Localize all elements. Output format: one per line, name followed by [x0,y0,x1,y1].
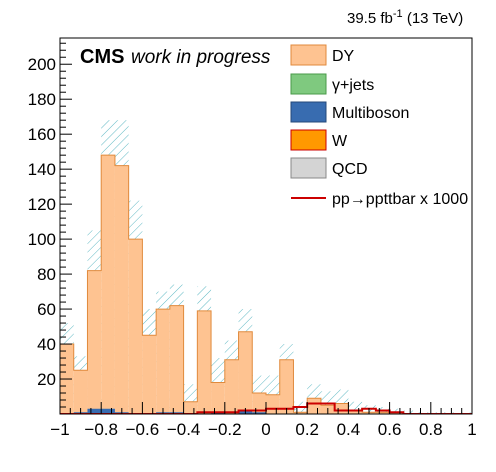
x-tick-label: −0.4 [167,420,201,439]
dy-bar [197,310,212,414]
dy-bar [375,412,390,414]
y-tick-label: 180 [28,90,56,109]
legend-label: pp→ppttbar x 1000 [332,191,468,208]
dy-bar [183,401,198,414]
luminosity-label: 39.5 fb-1 (13 TeV) [347,8,463,27]
signal-histogram [60,402,472,414]
dy-bar [279,359,294,414]
legend: DY γ+jets Multiboson W QCD pp→ppttbar x 1000 [290,44,468,208]
legend-swatch [290,73,327,95]
multiboson-bar [87,408,102,414]
x-axis: −1 −0.8 −0.6 −0.4 −0.2 0 0.2 0.4 0.6 0.8 1 [50,402,477,439]
dy-bar [224,359,239,414]
dy-bar [128,239,143,414]
dy-bar [238,331,253,414]
x-tick-label: −1 [50,420,69,439]
y-tick-label: 60 [37,300,56,319]
x-tick-label: 0.2 [295,420,319,439]
legend-label: QCD [332,161,368,178]
dy-bar [211,382,225,414]
legend-swatch [290,157,327,179]
x-tick-label: 1 [467,420,476,439]
stack-bars [60,154,472,414]
multiboson-bar [101,408,115,414]
x-tick-label: −0.2 [208,420,242,439]
x-tick-label: −0.6 [126,420,160,439]
x-tick-label: 0.4 [337,420,361,439]
dy-bar [73,370,88,414]
dy-bar [334,403,349,414]
signal-line [60,402,472,414]
dy-bar [87,270,102,414]
y-tick-label: 40 [37,335,56,354]
x-tick-label: 0.6 [378,420,402,439]
y-tick-label: 20 [37,370,56,389]
dy-bar [169,305,184,414]
y-tick-label: 100 [28,230,56,249]
dy-bar [142,335,157,414]
x-tick-label: 0 [261,420,270,439]
dy-bar [348,410,363,414]
dy-bar [293,412,308,414]
x-tick-label: 0.8 [419,420,443,439]
dy-bar [266,394,280,414]
dy-bar [101,155,115,414]
dy-bar [307,398,321,414]
dy-bar [114,165,129,414]
legend-label: Multiboson [332,105,409,122]
legend-swatch [290,101,327,123]
work-in-progress-label: work in progress [131,47,271,68]
dy-outline [60,154,472,414]
y-tick-label: 120 [28,195,56,214]
y-tick-label: 80 [37,265,56,284]
y-axis: 20 40 60 80 100 120 140 160 180 200 [28,42,72,408]
y-tick-label: 140 [28,160,56,179]
legend-label: W [332,133,348,150]
legend-swatch [290,44,327,66]
y-tick-label: 160 [28,125,56,144]
y-tick-label: 200 [28,55,56,74]
multiboson-bar [252,412,266,414]
legend-swatch [290,129,327,151]
cms-label: CMS [80,46,124,68]
legend-label: DY [332,48,355,65]
dy-bar [156,309,170,414]
x-tick-label: −0.8 [84,420,118,439]
legend-label: γ+jets [332,77,374,94]
